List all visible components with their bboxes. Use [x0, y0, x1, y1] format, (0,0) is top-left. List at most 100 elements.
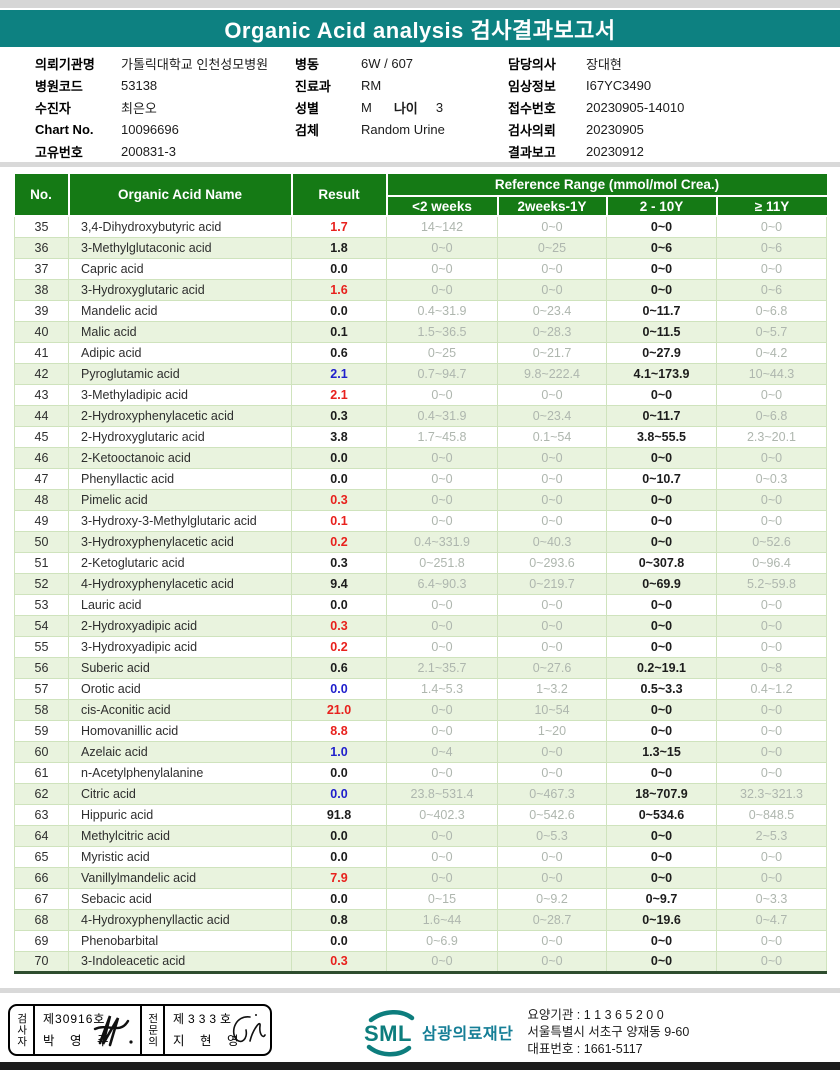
acid-name: Citric acid	[68, 782, 292, 805]
ref-range: 9.8~222.4	[497, 362, 607, 385]
ref-range: 10~44.3	[716, 362, 827, 385]
result-value: 2.1	[291, 383, 387, 406]
ref-range: 0.5~3.3	[606, 677, 717, 700]
info-label: Chart No.	[35, 121, 94, 137]
row-no: 37	[14, 257, 69, 280]
info-label: 진료과	[295, 78, 331, 94]
row-no: 47	[14, 467, 69, 490]
result-value: 0.6	[291, 341, 387, 364]
ref-range: 0~0	[716, 635, 827, 658]
result-value: 0.2	[291, 530, 387, 553]
acid-name: Malic acid	[68, 320, 292, 343]
ref-range: 0~0	[497, 845, 607, 868]
ref-range: 0~0	[497, 950, 607, 974]
ref-range: 0~28.3	[497, 320, 607, 343]
table-row: 69 Phenobarbital 0.0 0~6.9 0~0 0~0 0~0	[14, 929, 827, 952]
ref-range: 0~542.6	[497, 803, 607, 826]
ref-range: 18~707.9	[606, 782, 717, 805]
info-value: I67YC3490	[586, 77, 652, 93]
ref-range: 0~4.2	[716, 341, 827, 364]
acid-name: Homovanillic acid	[68, 719, 292, 742]
ref-range: 0~0	[606, 845, 717, 868]
acid-name: Suberic acid	[68, 656, 292, 679]
ref-range: 1~3.2	[497, 677, 607, 700]
table-row: 49 3-Hydroxy-3-Methylglutaric acid 0.1 0~0 0…	[14, 509, 827, 532]
ref-range: 3.8~55.5	[606, 425, 717, 448]
table-row: 67 Sebacic acid 0.0 0~15 0~9.2 0~9.7 0~3.3	[14, 887, 827, 910]
ref-range: 0~0	[386, 614, 498, 637]
result-value: 2.1	[291, 362, 387, 385]
ref-range: 0~0	[716, 614, 827, 637]
ref-range: 0~0	[497, 446, 607, 469]
result-value: 0.0	[291, 467, 387, 490]
ref-range: 0~0	[606, 278, 717, 301]
row-no: 60	[14, 740, 69, 763]
row-no: 64	[14, 824, 69, 847]
result-value: 0.3	[291, 551, 387, 574]
acid-name: 3-Hydroxyadipic acid	[68, 635, 292, 658]
acid-name: 3-Hydroxy-3-Methylglutaric acid	[68, 509, 292, 532]
ref-range: 0.4~331.9	[386, 530, 498, 553]
row-no: 45	[14, 425, 69, 448]
table-row: 51 2-Ketoglutaric acid 0.3 0~251.8 0~293.6 0~…	[14, 551, 827, 574]
ref-range: 0~307.8	[606, 551, 717, 574]
row-no: 36	[14, 236, 69, 259]
ref-range: 2~5.3	[716, 824, 827, 847]
ref-range: 0~28.7	[497, 908, 607, 931]
info-label: 고유번호	[35, 144, 83, 160]
ref-range: 0~0	[497, 257, 607, 280]
row-no: 51	[14, 551, 69, 574]
result-value: 91.8	[291, 803, 387, 826]
ref-range: 0~0	[386, 761, 498, 784]
ref-range: 0~0	[497, 509, 607, 532]
ref-range: 0~848.5	[716, 803, 827, 826]
ref-range: 0.4~31.9	[386, 404, 498, 427]
row-no: 49	[14, 509, 69, 532]
acid-name: 2-Hydroxyphenylacetic acid	[68, 404, 292, 427]
row-no: 54	[14, 614, 69, 637]
ref-range: 0~0	[386, 719, 498, 742]
ref-range: 0~0	[606, 719, 717, 742]
info-label: 수진자	[35, 100, 71, 116]
table-row: 59 Homovanillic acid 8.8 0~0 1~20 0~0 0~0	[14, 719, 827, 742]
acid-name: Pyroglutamic acid	[68, 362, 292, 385]
info-value: 10096696	[121, 121, 179, 137]
result-value: 1.0	[291, 740, 387, 763]
result-value: 0.6	[291, 656, 387, 679]
info-label: 성별	[295, 100, 319, 116]
acid-name: 3-Methyladipic acid	[68, 383, 292, 406]
info-label: 담당의사	[508, 56, 556, 72]
result-value: 0.3	[291, 950, 387, 974]
top-edge-strip	[0, 0, 840, 8]
ref-range: 2.1~35.7	[386, 656, 498, 679]
table-row: 44 2-Hydroxyphenylacetic acid 0.3 0.4~31.9 0…	[14, 404, 827, 427]
ref-range: 0~27.6	[497, 656, 607, 679]
ref-range: 0~0	[716, 488, 827, 511]
table-row: 37 Capric acid 0.0 0~0 0~0 0~0 0~0	[14, 257, 827, 280]
ref-range: 0~0	[497, 488, 607, 511]
ref-range: 0~0	[716, 593, 827, 616]
info-value: 20230912	[586, 143, 644, 159]
signature-box: 검사자 제30916호 박 영 주 전문의 제333호 지 현 영	[8, 1004, 272, 1056]
ref-range: 0~0	[716, 446, 827, 469]
ref-range: 0~0	[606, 866, 717, 889]
info-label: 결과보고	[508, 144, 556, 160]
ref-range: 0~52.6	[716, 530, 827, 553]
ref-range: 0~3.3	[716, 887, 827, 910]
ref-range: 0~0	[606, 257, 717, 280]
acid-name: 2-Hydroxyglutaric acid	[68, 425, 292, 448]
ref-range: 0~5.3	[497, 824, 607, 847]
ref-range: 0~6.9	[386, 929, 498, 952]
ref-range: 0~0	[497, 593, 607, 616]
ref-range: 0~293.6	[497, 551, 607, 574]
table-row: 40 Malic acid 0.1 1.5~36.5 0~28.3 0~11.5 0~5.7	[14, 320, 827, 343]
ref-range: 0~0	[606, 824, 717, 847]
ref-range: 0~0	[386, 383, 498, 406]
ref-range: 14~142	[386, 215, 498, 238]
column-header-no: No.	[14, 174, 70, 217]
column-header-reference-range: Reference Range (mmol/mol Crea.)	[385, 174, 827, 197]
ref-range: 0~534.6	[606, 803, 717, 826]
table-row: 68 4-Hydroxyphenyllactic acid 0.8 1.6~44 0~2…	[14, 908, 827, 931]
column-header-under-2-weeks: <2 weeks	[385, 195, 499, 217]
table-row: 53 Lauric acid 0.0 0~0 0~0 0~0 0~0	[14, 593, 827, 616]
